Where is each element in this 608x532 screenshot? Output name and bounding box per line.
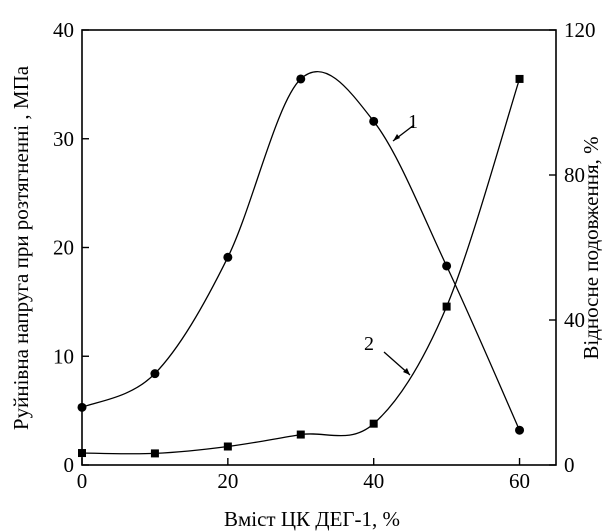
y-tick-label-left: 0: [64, 453, 75, 477]
series-1-point: [150, 369, 160, 379]
y-tick-label-right: 80: [564, 163, 585, 187]
series-1-point: [223, 252, 233, 262]
y-tick-label-left: 30: [53, 127, 74, 151]
series-2-line: [81, 78, 521, 455]
x-tick-label: 20: [217, 469, 238, 493]
curve-1-label-arrowhead: [393, 134, 400, 141]
plot-frame: [81, 29, 557, 466]
y-tick-label-right: 40: [564, 308, 585, 332]
series-1-point: [515, 425, 525, 435]
series-1-point: [369, 116, 379, 126]
series-2-point: [442, 302, 451, 311]
y-tick-label-right: 0: [564, 453, 575, 477]
y-tick-label-left: 40: [53, 18, 74, 42]
series-2-point: [150, 449, 159, 458]
series-2-point: [369, 419, 378, 428]
series-2-point: [296, 430, 305, 439]
y-axis-title-right: Відносне подовження, %: [579, 136, 603, 359]
curve-2-label-arrowhead: [403, 368, 410, 375]
ticks-layer: 0 20 40 60 0 10 20 30 40 0 40 80 120: [53, 18, 596, 493]
curve-2-label: 2: [364, 333, 374, 355]
y-tick-label-left: 20: [53, 236, 74, 260]
series-2-point: [223, 442, 232, 451]
y-axis-title-left: Руйнівна напруга при розтягненні , МПа: [9, 65, 33, 430]
x-tick-label: 0: [77, 469, 88, 493]
markers-layer: [77, 74, 525, 458]
y-tick-label-right: 120: [564, 18, 596, 42]
curves-layer: [81, 71, 521, 455]
series-1-point: [442, 261, 452, 271]
x-axis-title: Вміст ЦК ДЕГ-1, %: [224, 507, 400, 531]
series-1-point: [296, 74, 306, 84]
series-2-point: [515, 74, 524, 83]
curve-1-label: 1: [408, 111, 418, 133]
x-tick-label: 60: [509, 469, 530, 493]
x-tick-label: 40: [363, 469, 384, 493]
y-tick-label-left: 10: [53, 344, 74, 368]
series-1-line: [81, 71, 521, 431]
